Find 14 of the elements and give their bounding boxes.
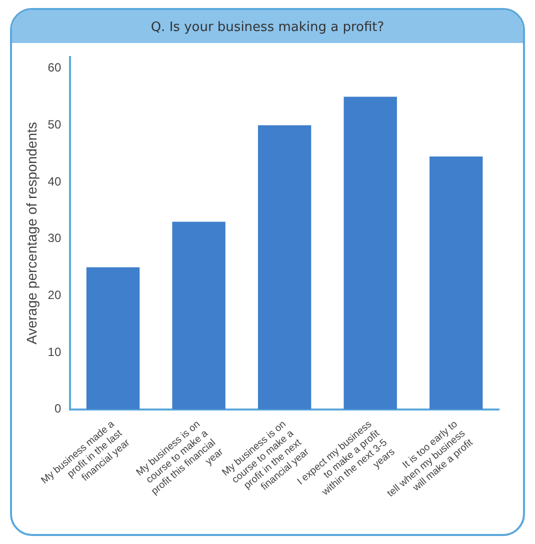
- bar: [258, 125, 312, 410]
- y-tick-label: 20: [48, 288, 62, 302]
- y-axis-title: Average percentage of respondents: [23, 122, 40, 344]
- chart-title: Q. Is your business making a profit?: [12, 10, 523, 43]
- y-tick-label: 0: [54, 402, 62, 416]
- bar: [86, 267, 140, 410]
- y-tick-label: 50: [48, 118, 62, 132]
- y-tick-label: 60: [48, 60, 62, 75]
- y-tick-label: 30: [48, 231, 62, 246]
- y-tick-label: 40: [48, 174, 62, 188]
- bar: [172, 222, 226, 410]
- bar: [344, 96, 397, 410]
- bar: [430, 156, 483, 410]
- y-tick-label: 10: [48, 344, 62, 359]
